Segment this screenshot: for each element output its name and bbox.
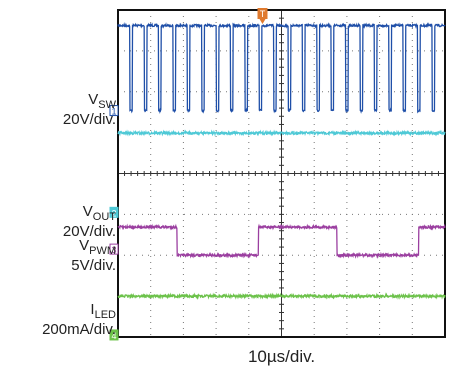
channel-2-marker-label: 2 [111, 208, 116, 218]
channel-1-marker-label: 1 [111, 107, 116, 117]
iled-scale: 200mA/div. [42, 321, 116, 338]
trigger-arrow [259, 19, 266, 24]
trace-vout [117, 129, 446, 137]
channel-3-marker-label: 3 [111, 245, 116, 255]
x-scale-label: 10µs/div. [247, 347, 316, 366]
trigger-marker [257, 8, 268, 19]
trigger-marker-label: T [260, 9, 266, 19]
channel-4-marker-label: 4 [111, 331, 116, 341]
trace-iled [117, 292, 446, 300]
iled-label: ILED [90, 301, 116, 321]
vsw-scale: 20V/div. [62, 111, 116, 128]
vpwm-label: VPWM [79, 237, 116, 257]
channel-1-marker [109, 105, 119, 117]
channel-4-marker [109, 329, 119, 341]
vout-label: VOUT [82, 203, 116, 223]
vsw-label: VSW [88, 91, 116, 111]
channel-2-marker [109, 206, 119, 218]
plot-frame [117, 9, 446, 338]
vpwm-scale: 5V/div. [71, 257, 116, 274]
trace-vsw [117, 21, 446, 114]
channel-3-marker [109, 243, 119, 255]
trace-vpwm [117, 223, 446, 259]
vout-scale: 20V/div. [62, 223, 116, 240]
